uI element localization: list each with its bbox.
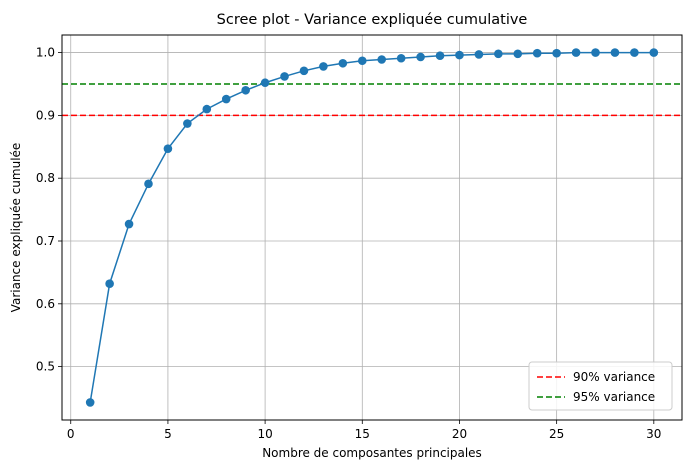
- legend: 90% variance 95% variance: [528, 361, 673, 411]
- x-tick-label: 5: [164, 427, 172, 441]
- data-point: [260, 78, 270, 88]
- data-point: [221, 94, 231, 104]
- data-point: [474, 50, 484, 59]
- data-point: [299, 66, 309, 76]
- x-tick-label: 0: [67, 427, 75, 441]
- y-tick-label: 0.5: [36, 360, 55, 374]
- data-point: [357, 56, 367, 66]
- data-point: [105, 279, 114, 289]
- x-tick-label: 30: [646, 427, 661, 441]
- series: [85, 48, 659, 407]
- y-tick-label: 0.7: [36, 234, 55, 248]
- chart-title: Scree plot - Variance expliquée cumulati…: [217, 12, 528, 28]
- data-point: [610, 48, 620, 57]
- data-point: [571, 48, 581, 57]
- data-point: [455, 50, 464, 60]
- x-tick-label: 20: [452, 427, 467, 441]
- data-point: [377, 55, 387, 64]
- data-point: [163, 144, 173, 153]
- y-tick-label: 1.0: [36, 46, 55, 60]
- data-point: [552, 48, 561, 58]
- x-tick-label: 25: [549, 427, 564, 441]
- data-point: [124, 219, 134, 229]
- data-point: [319, 62, 328, 71]
- data-point: [435, 51, 445, 61]
- data-point: [532, 48, 542, 58]
- data-point: [241, 85, 250, 95]
- data-point: [183, 119, 192, 128]
- data-point: [280, 72, 289, 81]
- y-tick-label: 0.6: [36, 297, 55, 311]
- reference-lines: [62, 83, 682, 117]
- legend-label: 95% variance: [573, 390, 655, 404]
- data-point: [591, 48, 600, 57]
- data-point: [202, 104, 212, 114]
- data-point: [144, 179, 153, 189]
- data-point: [649, 48, 659, 57]
- ticks: 0 5 10 15 20 25 30 0.5 0.6 0.7 0.8 0.9 1.0: [36, 46, 662, 441]
- data-point: [338, 58, 348, 68]
- legend-label: 90% variance: [573, 370, 655, 384]
- legend-box: [528, 361, 673, 411]
- plot-frame: [61, 34, 683, 421]
- data-point: [513, 49, 523, 59]
- data-point: [494, 49, 503, 59]
- y-tick-label: 0.8: [36, 171, 55, 185]
- data-point: [416, 52, 425, 62]
- grid: [62, 35, 682, 420]
- x-tick-label: 10: [257, 427, 272, 441]
- data-point: [85, 398, 95, 407]
- data-point: [630, 48, 639, 57]
- data-point: [396, 53, 406, 63]
- y-tick-label: 0.9: [36, 108, 55, 122]
- x-tick-label: 15: [355, 427, 370, 441]
- y-axis-label: Variance expliquée cumulée: [9, 143, 23, 313]
- x-axis-label: Nombre de composantes principales: [262, 446, 482, 460]
